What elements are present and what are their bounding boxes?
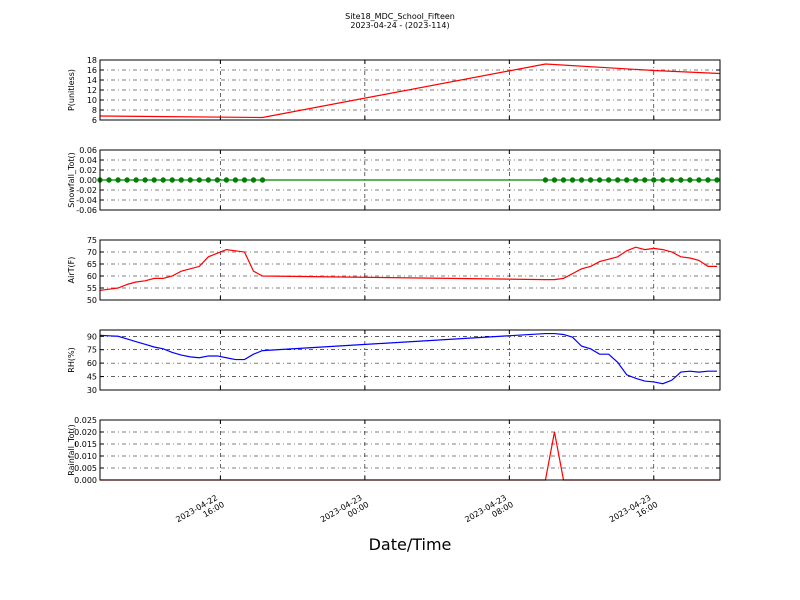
data-point: [178, 177, 184, 183]
y-tick-label: 0.015: [74, 440, 97, 449]
y-tick-label: 18: [87, 56, 97, 65]
plot-frame: [99, 239, 721, 301]
chart-title: Site18_MDC_School_Fifteen: [345, 12, 455, 21]
x-axis-label: Date/Time: [369, 535, 452, 554]
data-point: [250, 177, 257, 183]
y-axis-label: RH(%): [67, 347, 76, 372]
data-point: [106, 177, 112, 183]
y-tick-label: 75: [87, 346, 97, 355]
y-axis-label: AirT(F): [67, 257, 76, 284]
y-tick-label: 55: [87, 284, 97, 293]
y-tick-label: 0.020: [74, 428, 97, 437]
data-point: [569, 177, 576, 183]
data-point: [551, 177, 558, 183]
y-axis-label: P(unitless): [67, 69, 76, 111]
data-point: [696, 177, 702, 183]
data-line: [99, 332, 717, 385]
y-tick-label: 30: [87, 386, 97, 395]
data-point: [678, 177, 684, 183]
y-tick-label: 10: [87, 96, 97, 105]
data-point: [596, 177, 603, 183]
plot-frame: [99, 149, 721, 211]
y-tick-label: -0.02: [76, 186, 97, 195]
y-tick-label: 65: [87, 260, 97, 269]
y-tick-label: 14: [87, 76, 97, 85]
plot-frame: [99, 419, 721, 481]
y-tick-label: 0.04: [79, 156, 97, 165]
data-point: [133, 177, 139, 183]
data-point: [614, 177, 621, 183]
data-point: [115, 177, 121, 183]
data-point: [187, 177, 193, 183]
y-tick-label: 12: [87, 86, 97, 95]
data-point: [660, 177, 666, 183]
data-point: [169, 177, 175, 183]
y-tick-label: -0.06: [76, 206, 97, 215]
data-point: [259, 177, 266, 183]
data-point: [687, 177, 693, 183]
data-point: [705, 177, 711, 183]
y-tick-label: 0.025: [74, 416, 97, 425]
y-tick-label: 60: [87, 272, 97, 281]
y-tick-label: 90: [87, 332, 97, 341]
y-tick-label: 8: [92, 106, 97, 115]
data-point: [623, 177, 630, 183]
data-point: [205, 177, 212, 183]
y-tick-label: 0.010: [74, 452, 97, 461]
y-axis-label: Rainfall_Tot(): [67, 424, 76, 476]
y-tick-label: 45: [87, 373, 97, 382]
plot-frame: [99, 59, 721, 121]
data-point: [196, 177, 203, 183]
plot-frame: [99, 329, 721, 391]
data-point: [151, 177, 157, 183]
data-point: [560, 177, 567, 183]
y-tick-label: 0.02: [79, 166, 97, 175]
data-point: [651, 177, 657, 183]
data-point: [542, 177, 549, 183]
y-tick-label: -0.04: [76, 196, 97, 205]
y-tick-label: 0.00: [79, 176, 97, 185]
data-point: [633, 177, 639, 183]
data-point: [578, 177, 585, 183]
data-point: [232, 177, 239, 183]
data-point: [642, 177, 648, 183]
data-point: [142, 177, 148, 183]
y-tick-label: 0.000: [74, 476, 97, 485]
data-point: [241, 177, 248, 183]
y-tick-label: 60: [87, 359, 97, 368]
y-tick-label: 16: [87, 66, 97, 75]
data-line: [99, 246, 717, 291]
data-point: [223, 177, 230, 183]
y-tick-label: 50: [87, 296, 97, 305]
data-point: [160, 177, 166, 183]
y-tick-label: 75: [87, 236, 97, 245]
data-point: [714, 177, 720, 183]
data-point: [587, 177, 594, 183]
y-tick-label: 70: [87, 248, 97, 257]
data-point: [605, 177, 612, 183]
data-point: [124, 177, 130, 183]
chart-subtitle: 2023-04-24 - (2023-114): [350, 21, 449, 30]
y-tick-label: 0.005: [74, 464, 97, 473]
data-line: [99, 63, 721, 119]
y-tick-label: 0.06: [79, 146, 97, 155]
y-axis-label: Snowfall_Tot(): [67, 152, 76, 208]
data-point: [214, 177, 221, 183]
data-point: [669, 177, 675, 183]
y-tick-label: 6: [92, 116, 97, 125]
